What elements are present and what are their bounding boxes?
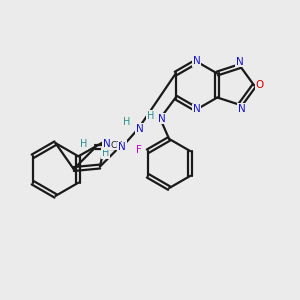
Text: N: N (103, 140, 111, 149)
Text: N: N (193, 104, 200, 115)
Text: N: N (158, 113, 166, 124)
Text: CH₃: CH₃ (110, 141, 126, 150)
Text: N: N (238, 103, 245, 113)
Text: O: O (256, 80, 264, 91)
Text: N: N (118, 142, 126, 152)
Text: H: H (123, 117, 130, 127)
Text: N: N (236, 57, 244, 67)
Text: N: N (136, 124, 144, 134)
Text: H: H (80, 139, 88, 149)
Text: N: N (193, 56, 200, 67)
Text: F: F (136, 145, 142, 155)
Text: H: H (147, 111, 154, 121)
Text: H: H (102, 148, 110, 158)
